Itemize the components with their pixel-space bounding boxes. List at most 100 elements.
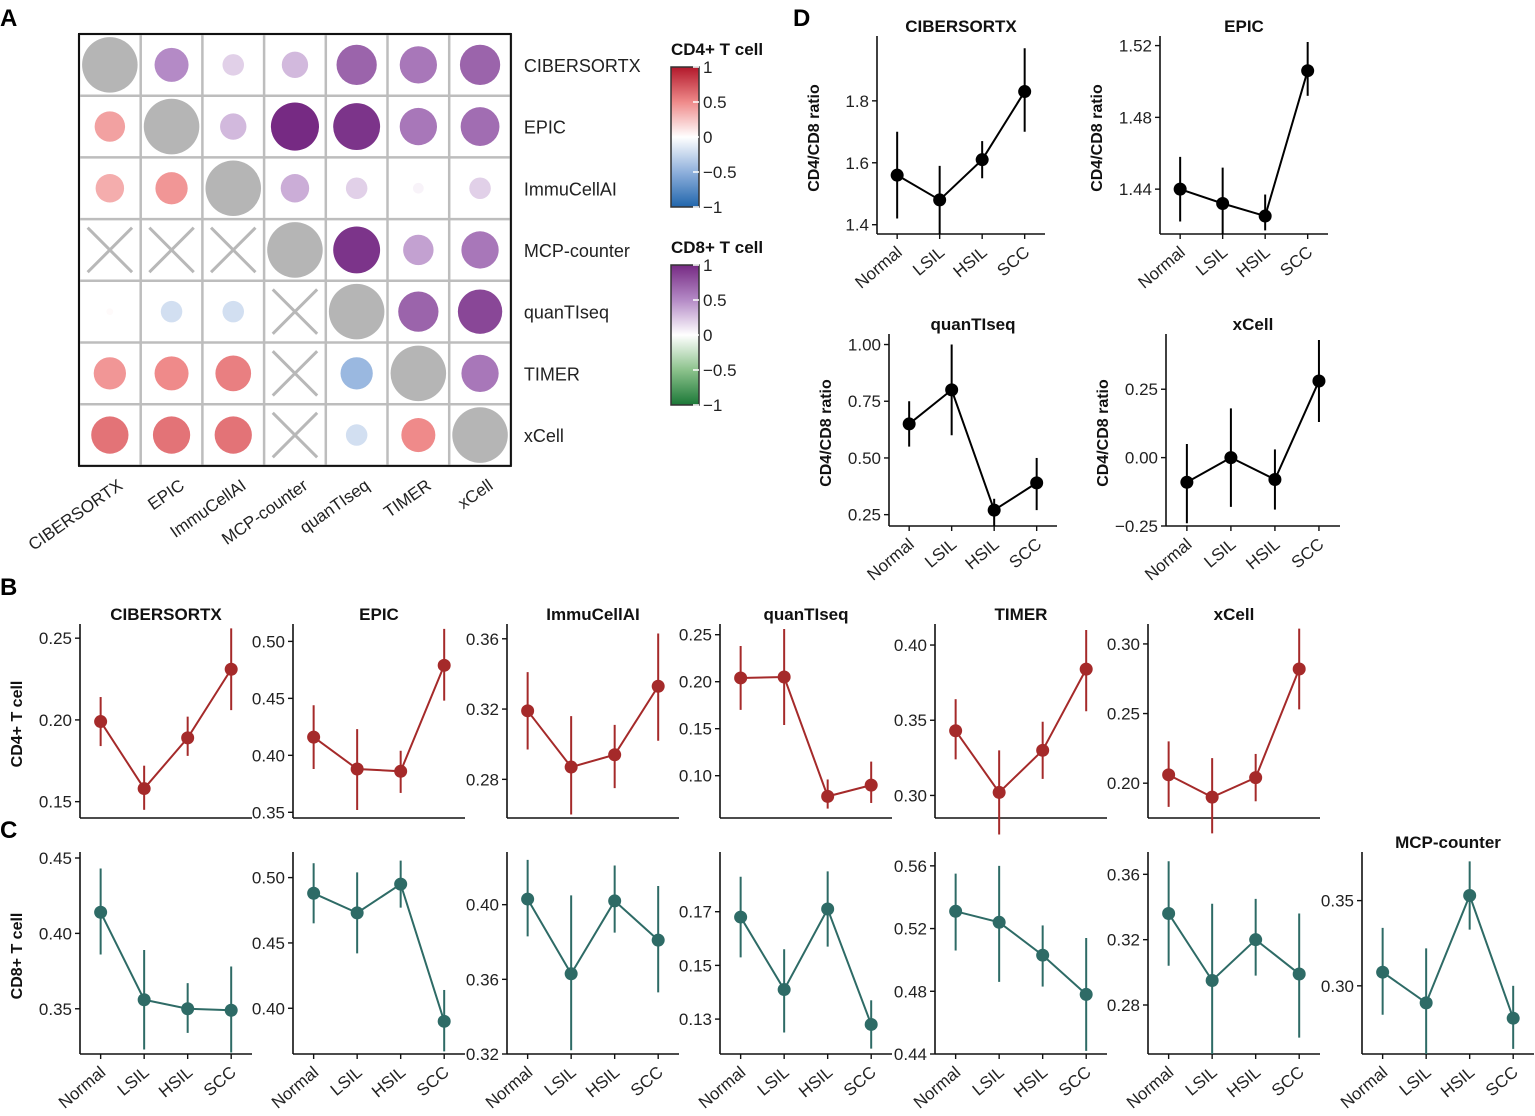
- legend-tick-label: 0: [703, 326, 712, 345]
- x-tick-label: SCC: [1006, 535, 1046, 573]
- heatmap-cell-dot: [460, 107, 500, 146]
- heatmap-cell-dot: [280, 174, 310, 203]
- heatmap-cell-diagonal: [390, 345, 447, 402]
- heatmap-cell-dot: [336, 44, 377, 85]
- panel-label-b: B: [0, 574, 17, 601]
- data-point: [1018, 85, 1032, 99]
- data-point: [564, 967, 578, 981]
- heatmap-cell-dot: [160, 300, 183, 323]
- chart-panel: 0.28 0.32 0.36 Normal LSIL HSIL SCC: [1107, 852, 1320, 1112]
- x-tick-label: HSIL: [155, 1063, 196, 1102]
- heatmap-cell-diagonal: [452, 407, 508, 463]
- legend-title: CD4+ T cell: [671, 40, 763, 59]
- series-line: [896, 91, 1026, 202]
- series-line: [954, 668, 1088, 794]
- data-point: [307, 730, 321, 744]
- data-point: [1312, 374, 1326, 388]
- panel-label-d: D: [793, 5, 810, 32]
- heatmap-cell-dot: [333, 103, 381, 151]
- x-tick-label: HSIL: [950, 243, 991, 282]
- heatmap-cell-cross: [148, 226, 195, 274]
- heatmap-cell-dot: [154, 47, 189, 82]
- series-line: [313, 664, 446, 773]
- y-tick-label: 1.44: [1119, 180, 1152, 199]
- series-line: [1179, 70, 1309, 218]
- x-tick-label: HSIL: [962, 535, 1003, 574]
- heatmap-cell-diagonal: [267, 222, 323, 278]
- series-line: [955, 910, 1087, 996]
- data-point: [608, 748, 622, 762]
- y-tick-label: 0.50: [252, 869, 285, 888]
- chart-timer: TIMER 0.30 0.35 0.40: [894, 605, 1107, 835]
- heatmap-cell-dot: [403, 234, 434, 266]
- heatmap-row-label: EPIC: [524, 118, 566, 138]
- y-tick-label: 1.52: [1119, 37, 1152, 56]
- data-point: [608, 894, 622, 908]
- x-tick-label: Normal: [864, 535, 918, 585]
- chart-title: EPIC: [1224, 17, 1264, 36]
- x-tick-label: SCC: [840, 1063, 880, 1101]
- x-tick-label: LSIL: [1192, 243, 1231, 280]
- legend-tick-label: −0.5: [703, 163, 737, 182]
- chart-cibersortx: CIBERSORTX 0.15 0.20 0.25 CD4+ T cell: [9, 605, 252, 819]
- legend-tick-label: −1: [703, 198, 722, 217]
- panel-label-c: C: [0, 817, 17, 844]
- panel-b-cd4-charts: CIBERSORTX 0.15 0.20 0.25 CD4+ T cell EPIC 0.3…: [9, 605, 1320, 835]
- heatmap-cell-cross: [86, 226, 134, 274]
- heatmap-cell-dot: [412, 182, 424, 194]
- chart-immucellai: ImmuCellAI 0.28 0.32 0.36: [466, 605, 679, 819]
- chart-title: quanTIseq: [930, 315, 1015, 334]
- x-tick-label: Normal: [1337, 1063, 1391, 1113]
- y-tick-label: 0.10: [679, 767, 712, 786]
- heatmap-cell-dot: [345, 177, 368, 200]
- series-line: [1382, 892, 1515, 1019]
- data-point: [777, 983, 791, 997]
- y-tick-label: 0.35: [1321, 892, 1354, 911]
- series-line: [99, 911, 232, 1012]
- data-point: [1030, 476, 1044, 490]
- x-tick-label: SCC: [994, 243, 1034, 281]
- heatmap-cell-dot: [222, 300, 245, 323]
- x-tick-label: LSIL: [541, 1063, 580, 1100]
- data-point: [94, 905, 108, 919]
- y-tick-label: 0.20: [1107, 774, 1140, 793]
- heatmap-cell-diagonal: [205, 160, 262, 217]
- data-point: [821, 902, 835, 916]
- chart-title: xCell: [1233, 315, 1274, 334]
- data-point: [651, 933, 665, 947]
- x-tick-label: HSIL: [368, 1063, 409, 1102]
- series-line: [99, 668, 233, 791]
- heatmap-row-label: TIMER: [524, 364, 580, 384]
- x-tick-label: HSIL: [1223, 1063, 1264, 1102]
- x-tick-label: LSIL: [909, 243, 948, 280]
- y-tick-label: 0.15: [679, 720, 712, 739]
- data-point: [734, 910, 748, 924]
- chart-epic: EPIC 0.35 0.40 0.45 0.50: [252, 605, 465, 822]
- chart-title: CIBERSORTX: [110, 605, 222, 624]
- data-point: [1180, 475, 1194, 489]
- heatmap-col-label: EPIC: [144, 476, 187, 514]
- heatmap-cell-dot: [155, 172, 188, 205]
- x-tick-label: LSIL: [1200, 535, 1239, 572]
- y-axis-label: CD4/CD8 ratio: [806, 84, 823, 192]
- x-tick-label: SCC: [1268, 1063, 1308, 1101]
- panel-label-a: A: [0, 5, 17, 32]
- series-line: [739, 906, 873, 1025]
- heatmap-cell-dot: [106, 308, 114, 316]
- data-point: [1079, 987, 1093, 1001]
- heatmap-cell-cross: [271, 350, 319, 397]
- y-tick-label: 0.56: [894, 857, 927, 876]
- y-tick-label: 0.15: [679, 956, 712, 975]
- heatmap-cell-dot: [398, 291, 439, 332]
- data-point: [949, 904, 963, 918]
- legend-tick-label: −0.5: [703, 361, 737, 380]
- x-tick-label: Normal: [695, 1063, 749, 1113]
- y-tick-label: 0.28: [1107, 996, 1140, 1015]
- y-tick-label: 0.40: [39, 924, 72, 943]
- x-tick-label: SCC: [1277, 243, 1317, 281]
- data-point: [94, 715, 108, 729]
- chart-panel: 0.32 0.36 0.40 Normal LSIL HSIL SCC: [466, 852, 679, 1112]
- y-tick-label: 1.48: [1119, 108, 1152, 127]
- series-line: [526, 898, 659, 976]
- heatmap-cell-dot: [152, 416, 191, 454]
